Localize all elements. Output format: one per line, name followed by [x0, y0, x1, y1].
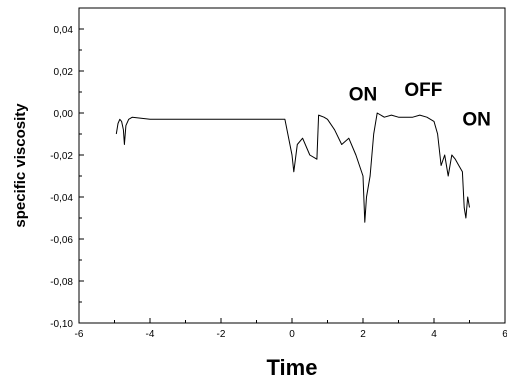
y-tick-label: -0,02	[50, 151, 73, 162]
y-tick-label: -0,04	[50, 193, 73, 204]
x-tick-label: 6	[502, 329, 507, 340]
y-tick-label: 0,04	[54, 25, 74, 36]
y-tick-label: -0,06	[50, 235, 73, 246]
y-tick-label: 0,00	[54, 109, 74, 120]
label-layer: -6 -4 -2 0 2 4 6 -0,10 -0,08 -0,06 -0,04 -0,02 0,00 0…	[50, 25, 507, 340]
y-axis-title: specific viscosity	[12, 103, 29, 228]
x-tick-label: -2	[217, 329, 226, 340]
x-tick-label: -6	[75, 329, 84, 340]
series-layer	[115, 112, 470, 223]
x-tick-label: 4	[431, 329, 437, 340]
y-tick-label: -0,10	[50, 319, 73, 330]
x-tick-label: -4	[146, 329, 155, 340]
annotation-label: OFF	[404, 80, 442, 101]
x-tick-label: 0	[289, 329, 295, 340]
annotation-label: ON	[462, 110, 491, 131]
x-axis-title: Time	[267, 355, 318, 380]
series-line	[115, 112, 470, 223]
x-tick-label: 2	[360, 329, 366, 340]
annotation-label: ON	[349, 84, 378, 105]
y-tick-label: -0,08	[50, 277, 73, 288]
y-tick-label: 0,02	[54, 67, 74, 78]
plot-frame	[78, 7, 506, 324]
